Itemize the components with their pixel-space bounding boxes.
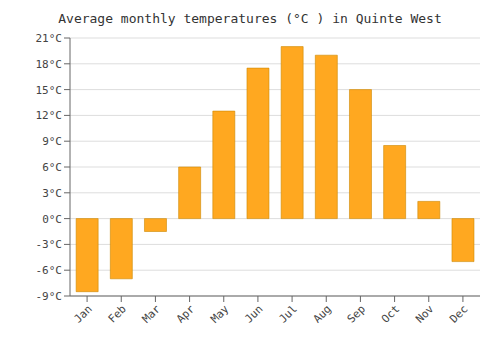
svg-text:Oct: Oct <box>379 302 402 325</box>
svg-text:-3°C: -3°C <box>36 238 63 251</box>
svg-text:3°C: 3°C <box>42 187 62 200</box>
svg-text:15°C: 15°C <box>36 84 63 97</box>
svg-text:Jun: Jun <box>242 302 265 325</box>
svg-text:-6°C: -6°C <box>36 264 63 277</box>
svg-text:6°C: 6°C <box>42 161 62 174</box>
svg-text:Feb: Feb <box>106 302 129 325</box>
svg-text:Apr: Apr <box>174 302 198 326</box>
svg-text:Mar: Mar <box>140 302 164 326</box>
html-text:Average monthly temperatures (: Average monthly temperatures (°C ) in Qu… <box>58 11 442 26</box>
svg-text:Jan: Jan <box>71 302 94 325</box>
svg-text:9°C: 9°C <box>42 135 62 148</box>
svg-text:21°C: 21°C <box>36 32 63 45</box>
svg-text:Aug: Aug <box>311 302 334 325</box>
svg-text:May: May <box>208 302 232 326</box>
svg-text:Nov: Nov <box>413 302 437 326</box>
svg-text:-9°C: -9°C <box>36 290 63 303</box>
svg-text:Sep: Sep <box>345 302 368 325</box>
svg-text:18°C: 18°C <box>36 58 63 71</box>
svg-text:Dec: Dec <box>447 302 470 325</box>
svg-text:12°C: 12°C <box>36 109 63 122</box>
svg-text:Jul: Jul <box>276 302 299 325</box>
svg-text:0°C: 0°C <box>42 213 62 226</box>
